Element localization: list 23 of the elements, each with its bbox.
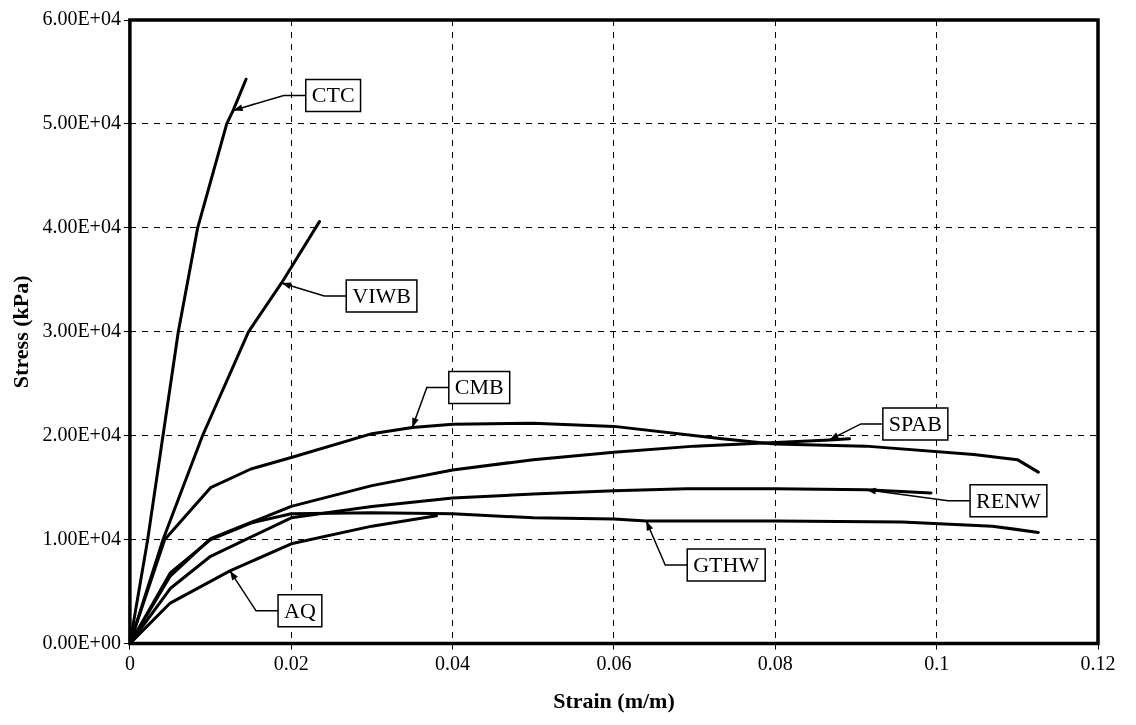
y-tick-label: 5.00E+04: [42, 111, 121, 134]
x-tick-label: 0.04: [435, 651, 471, 674]
y-axis-title: Stress (kPa): [7, 275, 33, 389]
y-tick-label: 1.00E+04: [42, 526, 121, 549]
x-tick-label: 0: [124, 651, 135, 674]
x-tick-label: 0.12: [1080, 651, 1116, 674]
annotation: AQ: [284, 597, 316, 623]
y-tick-label: 0.00E+00: [42, 630, 121, 653]
annotation: RENW: [976, 487, 1042, 513]
y-tick-label: 3.00E+04: [42, 319, 121, 342]
annotation: CTC: [311, 82, 355, 108]
x-tick-label: 0.1: [924, 651, 950, 674]
annotation: SPAB: [888, 410, 942, 436]
annotation: VIWB: [352, 282, 411, 308]
annotation: GTHW: [693, 551, 760, 577]
y-tick-label: 6.00E+04: [42, 7, 121, 30]
y-tick-label: 2.00E+04: [42, 422, 121, 445]
x-tick-label: 0.02: [273, 651, 309, 674]
y-tick-label: 4.00E+04: [42, 215, 121, 238]
x-axis-title: Strain (m/m): [553, 688, 675, 714]
x-tick-label: 0.06: [596, 651, 632, 674]
x-tick-label: 0.08: [757, 651, 793, 674]
annotation: CMB: [454, 374, 504, 400]
